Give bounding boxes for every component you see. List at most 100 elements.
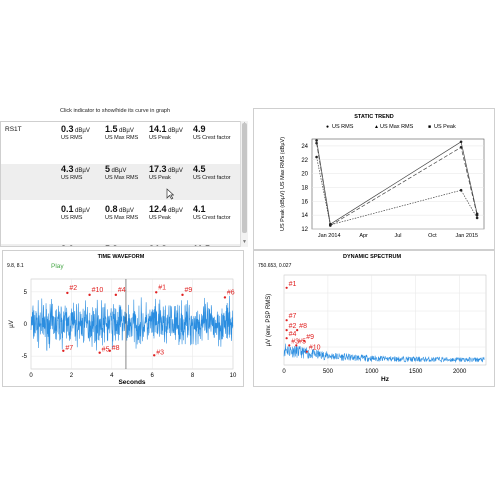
marker-dot xyxy=(303,339,306,342)
indicator-row[interactable]: 0.1 dBµV US RMS 0.8 dBµV US Max RMS 12.4 dBµ… xyxy=(1,204,240,240)
indicator-label: US Max RMS xyxy=(105,175,139,181)
indicator-cell[interactable]: 14.1 dBµV US Peak xyxy=(149,125,191,142)
y-tick-label: 22 xyxy=(301,158,308,164)
x-tick-label: Jan 2014 xyxy=(318,233,341,239)
waveform-marker: #9 xyxy=(185,287,193,294)
indicator-label: US Max RMS xyxy=(105,215,139,221)
data-point xyxy=(315,155,318,159)
indicator-cell[interactable]: 11.5 xyxy=(193,245,210,247)
indicator-label: US RMS xyxy=(61,215,83,221)
x-tick-label: 2000 xyxy=(453,369,467,375)
indicator-label: US Peak xyxy=(149,175,171,181)
series-line xyxy=(316,140,478,225)
indicator-value: 5 xyxy=(105,164,111,174)
marker-dot xyxy=(285,329,288,332)
time-waveform-chart[interactable]: TIME WAVEFORM 9.8, 8.1 Play 0 2 4 6 8 10 5 0 -5 Seco… xyxy=(3,251,243,386)
data-point xyxy=(475,216,479,220)
marker-dot xyxy=(153,354,156,357)
legend-marker-icon: ▲ xyxy=(374,124,379,130)
indicator-cell[interactable]: 4.1 US Crest factor xyxy=(193,205,235,222)
waveform-readout: 9.8, 8.1 xyxy=(7,263,24,269)
waveform-marker: #8 xyxy=(112,345,120,352)
waveform-marker: #6 xyxy=(227,289,235,296)
indicator-row[interactable]: 0.3 dBµV US RMS 1.5 dBµV US Max RMS 14.1 dBµ… xyxy=(1,124,240,160)
x-tick-label: 2 xyxy=(70,373,74,379)
spectrum-marker: #10 xyxy=(309,345,321,352)
marker-dot xyxy=(98,351,101,354)
indicator-cell[interactable]: 4.5 US Crest factor xyxy=(193,165,235,182)
static-trend-panel: STATIC TREND ● US RMS ▲ US Max RMS ■ US Peak 12… xyxy=(253,108,495,250)
marker-dot xyxy=(305,350,308,353)
marker-dot xyxy=(296,329,299,332)
static-trend-chart[interactable]: STATIC TREND ● US RMS ▲ US Max RMS ■ US Peak 12… xyxy=(254,109,494,249)
series-line xyxy=(316,156,478,226)
indicator-scrollbar[interactable]: ▲ ▼ xyxy=(240,121,248,247)
x-tick-label: 8 xyxy=(191,373,195,379)
indicator-row[interactable]: 4.3 dBµV US RMS 5 dBµV US Max RMS 17.3 dBµV U… xyxy=(1,164,240,200)
x-tick-label: 0 xyxy=(29,373,33,379)
indicator-unit: dBµV xyxy=(168,168,183,174)
indicator-label: US Crest factor xyxy=(193,215,231,221)
waveform-marker: #5 xyxy=(102,347,110,354)
indicator-cell[interactable]: 3.6 dBµV xyxy=(61,245,74,247)
indicator-value: 4.9 xyxy=(193,124,206,134)
indicator-unit: dBµV xyxy=(75,208,90,214)
scroll-down-icon[interactable]: ▼ xyxy=(242,239,247,245)
indicator-unit: dBµV xyxy=(75,128,90,134)
time-waveform-panel: TIME WAVEFORM 9.8, 8.1 Play 0 2 4 6 8 10 5 0 -5 Seco… xyxy=(2,250,244,387)
indicator-cell[interactable]: 1.5 dBµV US Max RMS xyxy=(105,124,147,142)
legend-entry: US RMS xyxy=(332,124,354,130)
spectrum-marker: #1 xyxy=(289,281,297,288)
indicator-cell[interactable]: 0.8 dBµV US Max RMS xyxy=(105,205,147,222)
marker-dot xyxy=(295,344,298,347)
indicator-cell[interactable]: 0.3 dBµV US RMS xyxy=(61,125,103,142)
plot-area xyxy=(311,138,485,230)
x-axis-label: Seconds xyxy=(118,379,145,386)
trend-title: STATIC TREND xyxy=(354,114,394,120)
indicator-cell[interactable]: 17.3 dBµV US Peak xyxy=(149,164,191,182)
indicator-row[interactable]: 3.6 dBµV 5.3 dBµV 24.8 dBµV 11.5 xyxy=(1,244,240,247)
spectrum-marker: #5 xyxy=(298,338,306,345)
waveform-marker: #10 xyxy=(92,287,104,294)
dynamic-spectrum-chart[interactable]: DYNAMIC SPECTRUM 750.653, 0.027 0 500 1000 15… xyxy=(254,251,494,386)
spectrum-marker: #3 xyxy=(291,338,299,345)
indicator-value: 17.3 xyxy=(149,164,167,174)
indicator-cell[interactable]: 4.9 US Crest factor xyxy=(193,124,235,142)
spectrum-title: DYNAMIC SPECTRUM xyxy=(343,254,401,260)
x-tick-label: Apr xyxy=(359,233,368,239)
y-tick-label: 20 xyxy=(301,172,308,178)
spectrum-marker: #2 xyxy=(289,323,297,330)
marker-dot xyxy=(223,296,227,299)
indicator-cell[interactable]: 5 dBµV US Max RMS xyxy=(105,164,147,182)
indicator-cell[interactable]: 0.1 dBµV US RMS xyxy=(61,204,103,222)
x-tick-label: 0 xyxy=(282,369,286,375)
play-button[interactable]: Play xyxy=(51,263,64,270)
indicator-label: US Max RMS xyxy=(105,135,139,141)
indicator-label: US Peak xyxy=(149,135,171,141)
indicator-row-label: RS1T xyxy=(5,126,22,133)
indicator-cell[interactable]: 4.3 dBµV US RMS xyxy=(61,165,103,182)
indicator-value: 1.5 xyxy=(105,124,118,134)
indicator-cell[interactable]: 5.3 dBµV xyxy=(105,245,118,247)
indicator-cell[interactable]: 12.4 dBµV US Peak xyxy=(149,204,191,222)
x-tick-label: 10 xyxy=(230,373,237,379)
indicator-cell[interactable]: 24.8 dBµV xyxy=(149,245,167,247)
indicator-value: 12.4 xyxy=(149,204,167,214)
marker-dot xyxy=(88,293,91,297)
x-tick-label: Jan 2015 xyxy=(455,233,478,239)
legend-marker-icon: ■ xyxy=(428,124,431,130)
indicator-unit: dBµV xyxy=(119,128,134,134)
indicator-value: 0.1 xyxy=(61,204,74,214)
indicator-unit: dBµV xyxy=(111,168,127,174)
indicator-list: RS1T 0.3 dBµV US RMS 1.5 dBµV US Max RMS 14.… xyxy=(0,121,241,247)
y-tick-label: 5 xyxy=(24,290,28,296)
marker-dot xyxy=(66,291,69,295)
spectrum-marker: #9 xyxy=(306,334,314,341)
waveform-marker: #7 xyxy=(65,345,73,352)
indicator-label: US RMS xyxy=(61,175,83,181)
x-tick-label: 500 xyxy=(323,369,334,375)
data-point xyxy=(315,139,318,142)
x-tick-label: 1000 xyxy=(365,369,379,375)
waveform-line xyxy=(30,295,234,351)
scrollbar-thumb[interactable] xyxy=(242,123,247,233)
